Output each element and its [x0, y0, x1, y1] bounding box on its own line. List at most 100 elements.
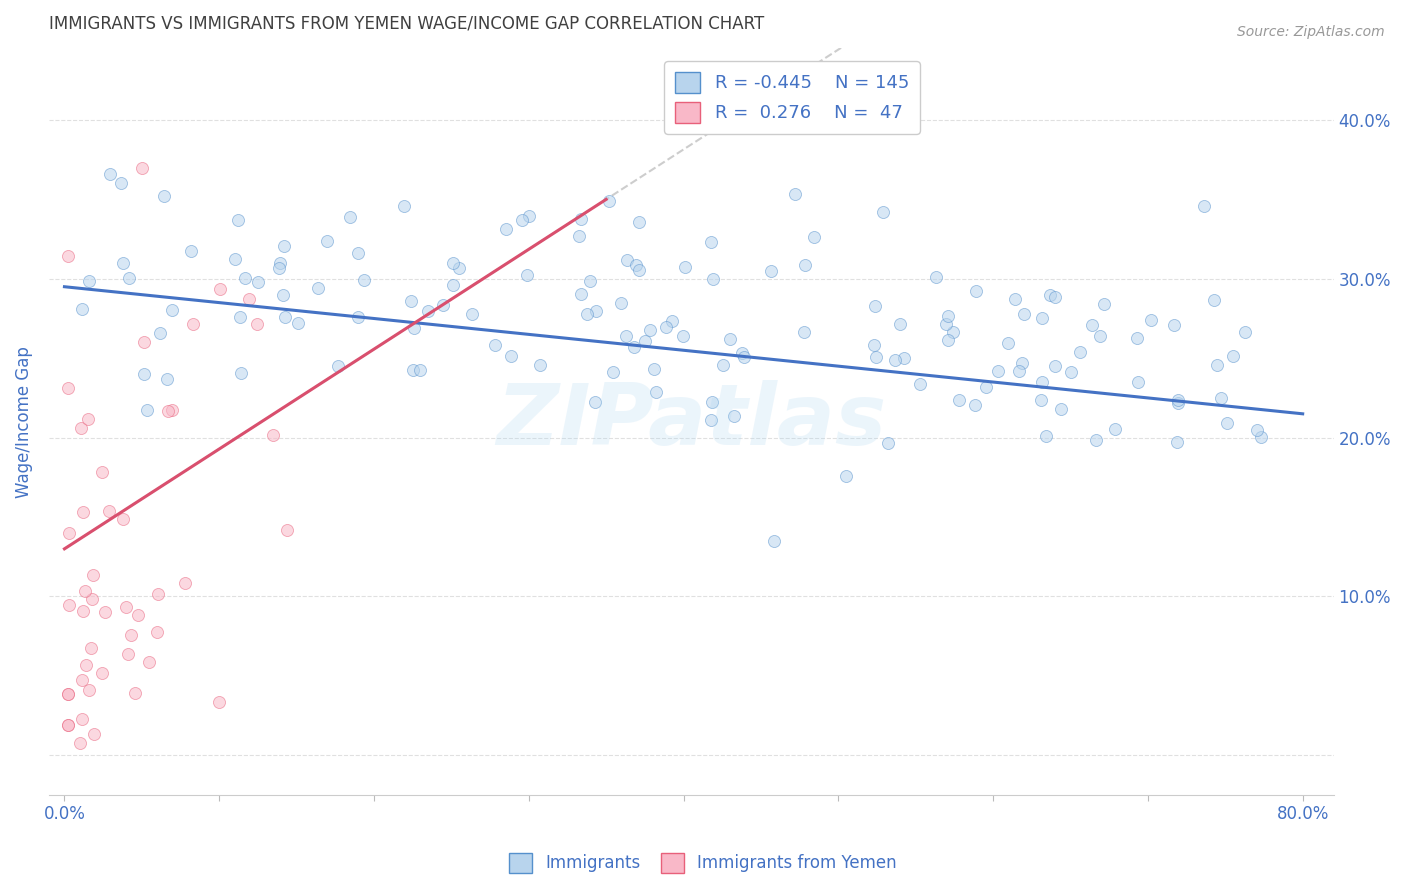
- Point: [58, 599, 80, 613]
- Point: [862, 337, 884, 351]
- Point: [616, 253, 638, 268]
- Point: [136, 403, 159, 417]
- Point: [77, 683, 100, 698]
- Point: [865, 350, 887, 364]
- Point: [673, 260, 696, 274]
- Point: [111, 512, 134, 526]
- Point: [987, 364, 1010, 378]
- Point: [441, 278, 464, 293]
- Point: [157, 403, 180, 417]
- Point: [1031, 392, 1053, 407]
- Point: [98, 167, 121, 181]
- Point: [863, 299, 886, 313]
- Point: [271, 287, 294, 301]
- Point: [148, 326, 170, 340]
- Point: [208, 282, 231, 296]
- Point: [997, 336, 1019, 351]
- Point: [638, 323, 661, 337]
- Point: [146, 587, 169, 601]
- Point: [1008, 364, 1031, 378]
- Point: [269, 256, 291, 270]
- Point: [1039, 288, 1062, 302]
- Point: [110, 176, 132, 190]
- Point: [1140, 313, 1163, 327]
- Point: [127, 607, 149, 622]
- Point: [1233, 325, 1256, 339]
- Point: [803, 230, 825, 244]
- Point: [876, 436, 898, 450]
- Point: [938, 333, 960, 347]
- Point: [1167, 392, 1189, 407]
- Point: [1216, 416, 1239, 430]
- Point: [1090, 329, 1112, 343]
- Point: [700, 413, 723, 427]
- Point: [347, 310, 370, 324]
- Point: [718, 332, 741, 346]
- Point: [146, 625, 169, 640]
- Point: [229, 366, 252, 380]
- Point: [402, 320, 425, 334]
- Point: [484, 338, 506, 352]
- Point: [273, 310, 295, 324]
- Point: [1128, 375, 1150, 389]
- Legend: Immigrants, Immigrants from Yemen: Immigrants, Immigrants from Yemen: [502, 847, 904, 880]
- Point: [883, 353, 905, 368]
- Point: [785, 186, 807, 201]
- Point: [1192, 199, 1215, 213]
- Point: [628, 263, 651, 277]
- Point: [117, 647, 139, 661]
- Point: [529, 359, 551, 373]
- Point: [316, 235, 339, 249]
- Point: [56, 718, 79, 732]
- Point: [69, 736, 91, 750]
- Point: [91, 666, 114, 681]
- Point: [519, 209, 541, 223]
- Point: [226, 212, 249, 227]
- Point: [115, 599, 138, 614]
- Point: [1104, 421, 1126, 435]
- Point: [1004, 292, 1026, 306]
- Point: [1031, 375, 1053, 389]
- Point: [510, 213, 533, 227]
- Point: [77, 274, 100, 288]
- Point: [702, 272, 724, 286]
- Point: [180, 244, 202, 258]
- Point: [229, 310, 252, 325]
- Point: [1045, 290, 1067, 304]
- Point: [132, 367, 155, 381]
- Point: [602, 365, 624, 379]
- Point: [70, 421, 93, 435]
- Point: [90, 466, 112, 480]
- Point: [872, 205, 894, 219]
- Point: [262, 428, 284, 442]
- Point: [1014, 307, 1036, 321]
- Point: [56, 687, 79, 701]
- Point: [152, 189, 174, 203]
- Point: [1163, 318, 1185, 333]
- Point: [793, 325, 815, 339]
- Point: [399, 294, 422, 309]
- Point: [124, 685, 146, 699]
- Point: [307, 281, 329, 295]
- Point: [645, 384, 668, 399]
- Point: [1246, 424, 1268, 438]
- Point: [246, 317, 269, 331]
- Point: [711, 358, 734, 372]
- Point: [1092, 297, 1115, 311]
- Point: [794, 258, 817, 272]
- Point: [761, 264, 783, 278]
- Point: [516, 268, 538, 282]
- Point: [661, 314, 683, 328]
- Point: [633, 334, 655, 349]
- Point: [623, 340, 645, 354]
- Text: ZIPatlas: ZIPatlas: [496, 380, 886, 463]
- Point: [893, 351, 915, 366]
- Point: [353, 272, 375, 286]
- Point: [699, 235, 721, 249]
- Point: [731, 346, 754, 360]
- Point: [233, 271, 256, 285]
- Point: [610, 296, 633, 310]
- Point: [441, 256, 464, 270]
- Point: [224, 252, 246, 266]
- Point: [160, 303, 183, 318]
